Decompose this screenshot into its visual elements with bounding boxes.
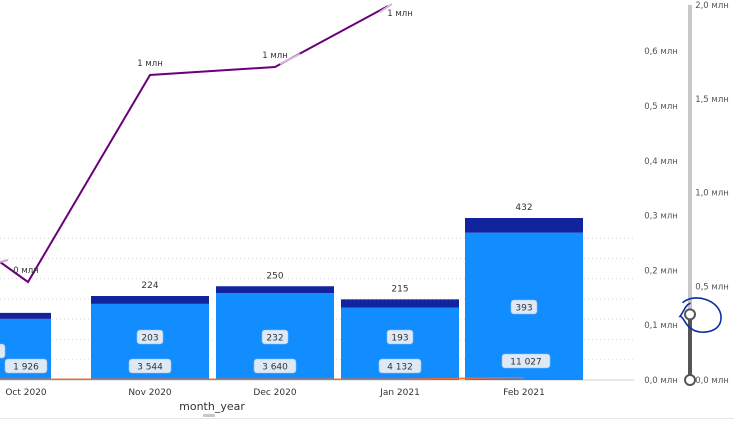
orange-series-line[interactable]	[0, 376, 525, 380]
stack-total-label: 432	[515, 203, 532, 213]
annotation-circle	[678, 297, 722, 333]
slider-axis-tick: 0,0 млн	[695, 376, 729, 386]
x-axis-title[interactable]: month_year	[179, 400, 245, 413]
count-label: 1 926	[13, 363, 39, 373]
secondary-axis-tick: 0,2 млн	[644, 266, 678, 276]
secondary-axis-tick: 0,1 млн	[644, 321, 678, 331]
secondary-axis-tick: 0,3 млн	[644, 212, 678, 222]
x-tick-label: Oct 2020	[5, 388, 47, 398]
value-label-box	[386, 329, 414, 345]
x-tick-label: Feb 2021	[503, 388, 545, 398]
slider-handle-max[interactable]	[684, 308, 696, 321]
line-series-fade	[379, 3, 393, 13]
slider-axis-tick: 2,0 млн	[695, 1, 729, 11]
line-series-fade	[279, 53, 301, 65]
bar-segment-dark[interactable]	[341, 299, 459, 308]
value-label-box	[0, 343, 6, 359]
stack-total-label: 250	[266, 271, 283, 281]
count-label-box	[378, 358, 422, 374]
line-value-label: 1 млн	[387, 9, 413, 19]
slider-axis-tick: 0,5 млн	[695, 282, 729, 292]
line-value-label: 1 млн	[262, 51, 288, 61]
value-label: 193	[391, 334, 408, 344]
value-label-box	[510, 299, 538, 315]
x-tick-label: Jan 2021	[379, 388, 420, 398]
slider-axis-tick: 1,0 млн	[695, 189, 729, 199]
secondary-axis-tick: 0,4 млн	[644, 157, 678, 167]
value-label: 163	[0, 348, 1, 358]
stack-total-label: 224	[141, 281, 158, 291]
line-series[interactable]	[0, 5, 389, 284]
bar-segment-dark[interactable]	[216, 286, 334, 293]
count-label: 3 544	[137, 363, 163, 373]
x-tick-label: Nov 2020	[128, 388, 172, 398]
slider-axis-tick: 1,5 млн	[695, 95, 729, 105]
x-axis-title-handle[interactable]	[203, 414, 215, 417]
line-value-label: 0 млн	[13, 266, 39, 276]
stack-total-label: 179	[0, 298, 1, 308]
count-label-box	[253, 358, 297, 374]
value-label: 203	[141, 334, 158, 344]
count-label-box	[501, 353, 551, 369]
slider-handle-min[interactable]	[684, 374, 696, 386]
bottom-divider	[0, 418, 734, 419]
stack-total-label: 215	[391, 284, 408, 294]
count-label: 3 640	[262, 363, 288, 373]
count-label-box	[4, 358, 48, 374]
value-label-box	[261, 329, 289, 345]
secondary-axis-tick: 0,6 млн	[644, 47, 678, 57]
secondary-axis-tick: 0,5 млн	[644, 102, 678, 112]
secondary-axis-tick: 0,0 млн	[644, 376, 678, 386]
value-label: 232	[266, 334, 283, 344]
bar-segment-dark[interactable]	[465, 218, 583, 233]
count-label: 11 027	[510, 358, 542, 368]
bar-segment-dark[interactable]	[0, 312, 51, 319]
line-value-label: 1 млн	[137, 59, 163, 69]
line-series-fade	[0, 259, 9, 263]
bar-segment-dark[interactable]	[91, 296, 209, 304]
count-label: 4 132	[387, 363, 413, 373]
x-tick-label: Dec 2020	[253, 388, 296, 398]
count-label-box	[128, 358, 172, 374]
value-label-box	[136, 329, 164, 345]
value-label: 393	[515, 304, 532, 314]
